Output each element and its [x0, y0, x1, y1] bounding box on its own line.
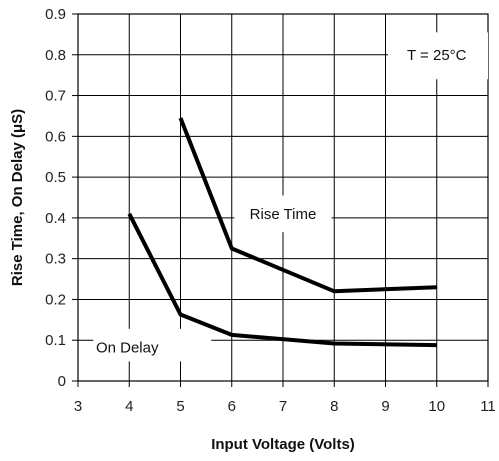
x-tick-label: 10 [428, 398, 445, 415]
ticks: 3 4 5 6 7 8 9 10 11 0 0.1 0.2 0.3 0.4 0.5 0.6 0.7 0.8 0.9 [45, 6, 496, 415]
x-tick-label: 7 [279, 398, 287, 415]
y-tick-label: 0.3 [45, 251, 66, 268]
on-delay-label: On Delay [96, 340, 159, 357]
x-tick-label: 4 [125, 398, 133, 415]
x-tick-label: 3 [74, 398, 82, 415]
temperature-label-box [388, 32, 488, 80]
series-line-on-delay [127, 212, 437, 348]
x-tick-label: 11 [480, 398, 496, 415]
temperature-label: T = 25°C [407, 47, 467, 64]
y-tick-label: 0.1 [45, 332, 66, 349]
annotations: T = 25°C Rise Time On Delay [93, 32, 488, 362]
rise-time-label-box [234, 195, 332, 233]
y-tick-label: 0.9 [45, 6, 66, 23]
y-tick-label: 0.7 [45, 88, 66, 105]
y-tick-label: 0.5 [45, 169, 66, 186]
x-tick-label: 9 [381, 398, 389, 415]
y-tick-label: 0.4 [45, 210, 66, 227]
y-tick-label: 0.6 [45, 128, 66, 145]
x-tick-label: 8 [330, 398, 338, 415]
plot-frame [77, 13, 489, 382]
x-tick-label: 6 [228, 398, 236, 415]
y-tick-label: 0.2 [45, 291, 66, 308]
on-delay-label-box [93, 328, 212, 362]
y-axis-label: Rise Time, On Delay (μS) [9, 109, 26, 286]
y-tick-label: 0.8 [45, 47, 66, 64]
y-tick-label: 0 [58, 373, 66, 390]
x-axis-label: Input Voltage (Volts) [211, 436, 355, 453]
series-line-rise-time [178, 117, 437, 294]
x-tick-label: 5 [176, 398, 184, 415]
series [127, 117, 437, 348]
rise-time-label: Rise Time [250, 206, 317, 223]
